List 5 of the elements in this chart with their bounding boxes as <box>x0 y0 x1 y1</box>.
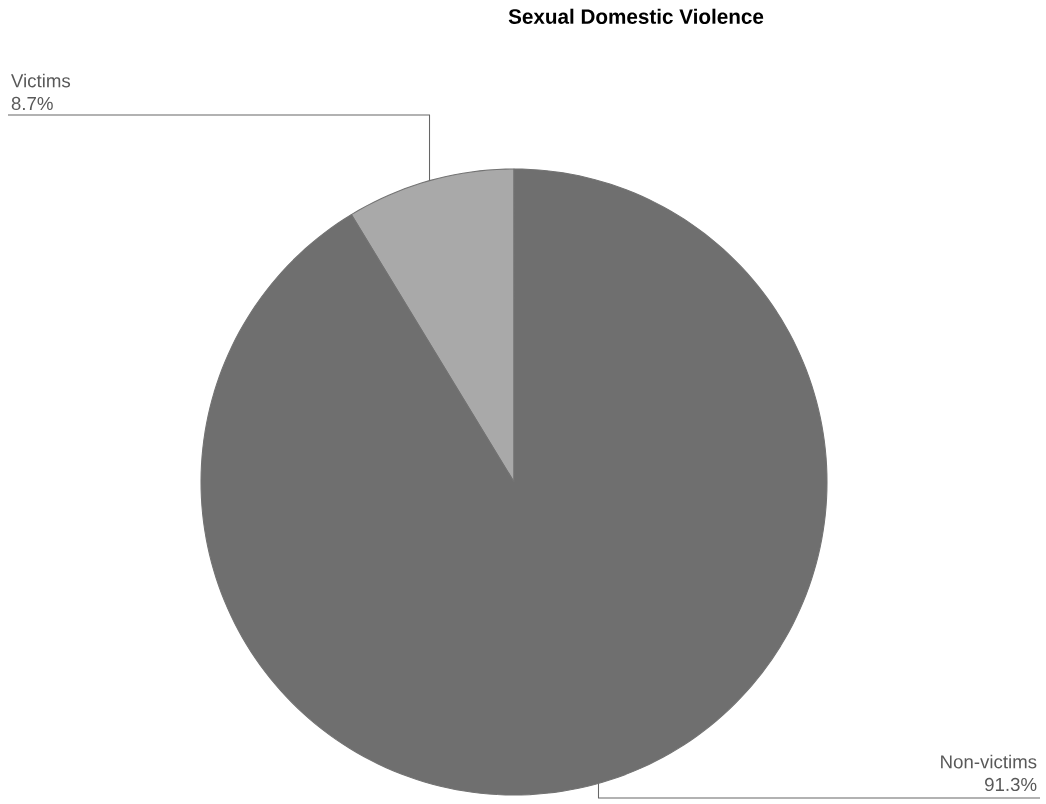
slice-label: Victims <box>11 73 71 88</box>
data-label: 8.7% <box>11 96 53 111</box>
chart-title: Sexual Domestic Violence <box>508 8 764 24</box>
data-label: 91.3% <box>985 777 1037 792</box>
slice-label: Non-victims <box>941 754 1037 769</box>
